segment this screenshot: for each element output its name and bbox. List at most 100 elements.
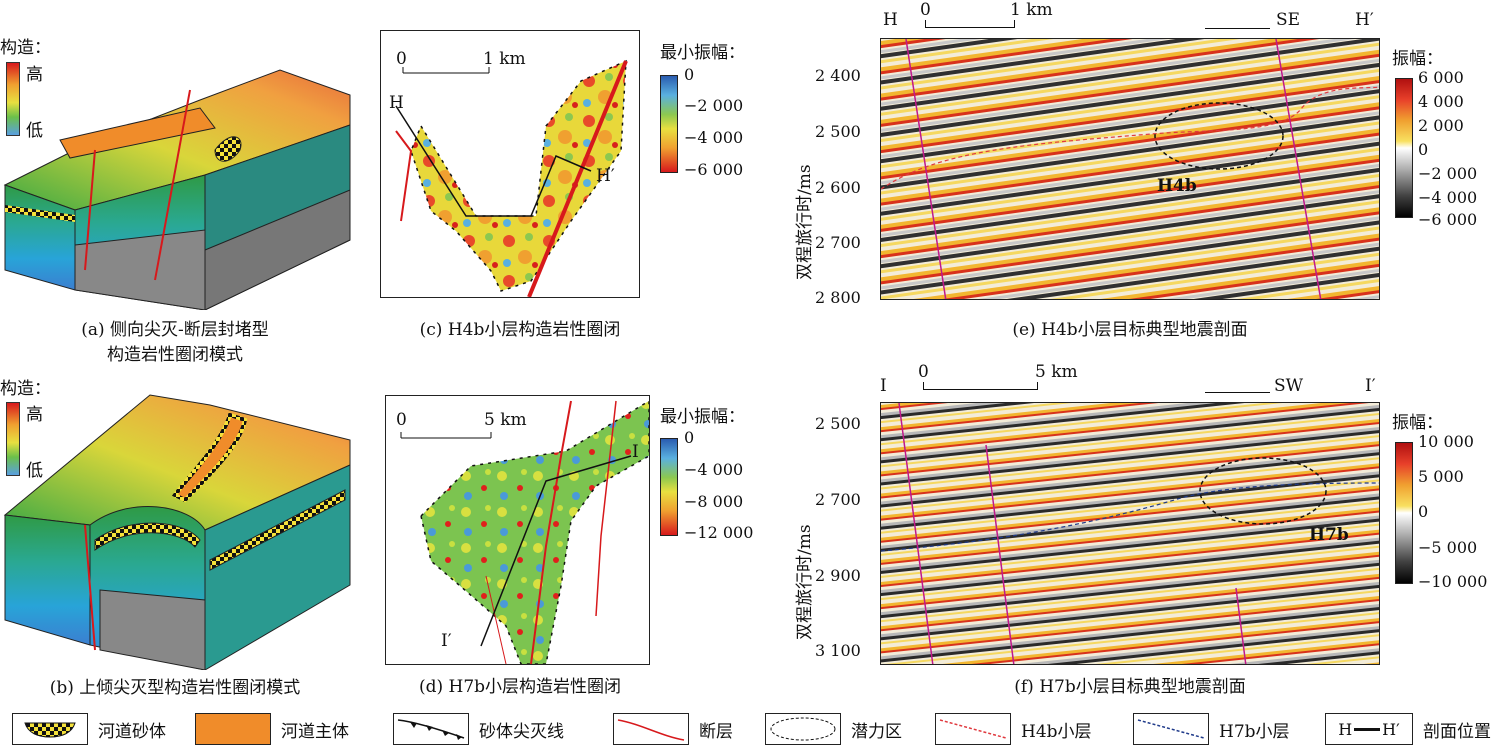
block-diagram-a [3, 69, 351, 310]
caption-d: (d) H7b小层构造岩性圈闭 [418, 677, 622, 697]
legend-label: 潜力区 [851, 721, 902, 742]
scale-end: 5 km [1035, 362, 1078, 382]
section-right-label: I′ [1365, 376, 1376, 396]
colorbar-d [660, 438, 678, 536]
scale-bar [925, 20, 1015, 28]
fault-line [1275, 39, 1322, 299]
block-diagram-b [3, 394, 351, 670]
structure-legend-title: 构造： [0, 38, 51, 58]
colorbar-title-e: 振幅： [1392, 49, 1443, 69]
y-tick: 2 600 [815, 178, 861, 197]
panel-a: 构造： 高 低 (a) 侧向尖灭-断层封堵型 构造岩性圈闭模式 [0, 0, 360, 370]
channel-sand-symbol [12, 713, 88, 745]
legend-label: H7b小层 [1219, 721, 1290, 742]
scale-bar [923, 382, 1038, 390]
colorbar-tick: −4 000 [684, 460, 744, 479]
y-tick: 2 400 [815, 66, 861, 85]
colorbar-tick: −6 000 [1418, 210, 1478, 229]
fault-line [527, 60, 628, 297]
caption-c: (c) H4b小层构造岩性圈闭 [419, 320, 621, 340]
legend-label: 河道主体 [281, 721, 349, 742]
fault-symbol [613, 713, 689, 745]
colorbar-f [1395, 442, 1413, 584]
potential-zone [1154, 102, 1284, 170]
colorbar-tick: −4 000 [684, 128, 744, 147]
fault-line [905, 39, 947, 299]
fault-line [985, 444, 1015, 664]
scale-end: 1 km [1010, 0, 1053, 20]
colorbar-c [660, 75, 678, 173]
legend-label: 断层 [699, 721, 733, 742]
map-c: 0 1 km H H′ [380, 30, 640, 298]
symbol-left: H [1338, 719, 1353, 739]
fault-line [530, 400, 572, 664]
y-tick: 2 500 [815, 414, 861, 433]
h7b-line-symbol [1133, 713, 1209, 745]
structure-colorbar [6, 62, 20, 136]
colorbar-tick: 10 000 [1418, 432, 1474, 451]
direction-arrow [1205, 392, 1270, 393]
section-left-label: I [880, 376, 887, 396]
colorbar-title-d: 最小振幅： [660, 407, 745, 427]
caption-a-line1: (a) 侧向尖灭-断层封堵型 [81, 320, 269, 340]
colorbar-tick: −2 000 [684, 96, 744, 115]
seismic-section-f: H7b [880, 402, 1380, 665]
channel-body-symbol [195, 713, 271, 745]
legend-label: 河道砂体 [98, 721, 166, 742]
caption-e: (e) H4b小层目标典型地震剖面 [1012, 320, 1248, 340]
legend-label: 砂体尖灭线 [479, 721, 564, 742]
fault-line [395, 130, 413, 222]
y-tick: 2 800 [815, 288, 861, 307]
colorbar-tick: 2 000 [1418, 116, 1464, 135]
potential-zone-symbol [765, 713, 841, 745]
y-tick: 2 700 [815, 233, 861, 252]
colorbar-e [1395, 78, 1413, 218]
potential-zone [1199, 457, 1327, 525]
h7b-horizon [881, 482, 1379, 552]
legend-potential-zone: 潜力区 [765, 712, 902, 746]
section-start-label: H [389, 93, 404, 113]
direction-arrow [1205, 28, 1270, 29]
scale-end: 5 km [484, 410, 527, 430]
map-d: 0 5 km I I′ [385, 395, 650, 665]
section-line-h [395, 105, 592, 217]
section-left-label: H [883, 10, 898, 30]
legend-channel-sand: 河道砂体 [12, 712, 166, 746]
section-start-label: I′ [441, 631, 452, 651]
colorbar-tick: −12 000 [684, 523, 754, 542]
section-end-label: H′ [596, 166, 615, 186]
fault-line [1235, 587, 1247, 664]
low-label: 低 [26, 121, 43, 141]
legend-h7b: H7b小层 [1133, 712, 1290, 746]
fault-line [154, 89, 191, 281]
legend-section-position: H H′ 剖面位置 [1325, 712, 1491, 746]
pinchout-line-symbol [393, 713, 469, 745]
colorbar-tick: −6 000 [684, 160, 744, 179]
legend-h4b: H4b小层 [935, 712, 1092, 746]
seismic-section-e: H4b [880, 38, 1380, 300]
high-label: 高 [26, 65, 43, 85]
scale-zero: 0 [396, 410, 407, 430]
section-end-label: I [632, 442, 639, 462]
colorbar-tick: −5 000 [1418, 538, 1478, 557]
direction-label: SE [1276, 10, 1301, 30]
target-label: H7b [1309, 525, 1349, 545]
caption-f: (f) H7b小层目标典型地震剖面 [1014, 677, 1246, 697]
structure-legend-title: 构造： [0, 379, 51, 399]
colorbar-tick: −2 000 [1418, 164, 1478, 183]
legend-label: 剖面位置 [1423, 721, 1491, 742]
y-tick: 2 700 [815, 490, 861, 509]
caption-a-line2: 构造岩性圈闭模式 [107, 345, 243, 365]
colorbar-tick: 0 [684, 65, 695, 84]
h4b-horizon [881, 86, 1379, 190]
colorbar-tick: 4 000 [1418, 92, 1464, 111]
legend-channel-body: 河道主体 [195, 712, 349, 746]
low-label: 低 [26, 461, 43, 481]
fault-line [898, 403, 934, 664]
target-label: H4b [1157, 176, 1197, 196]
section-line-i [480, 455, 632, 647]
colorbar-tick: 0 [684, 428, 695, 447]
fault-line [84, 524, 96, 651]
fault-line [84, 149, 96, 271]
scale-zero: 0 [920, 0, 931, 20]
